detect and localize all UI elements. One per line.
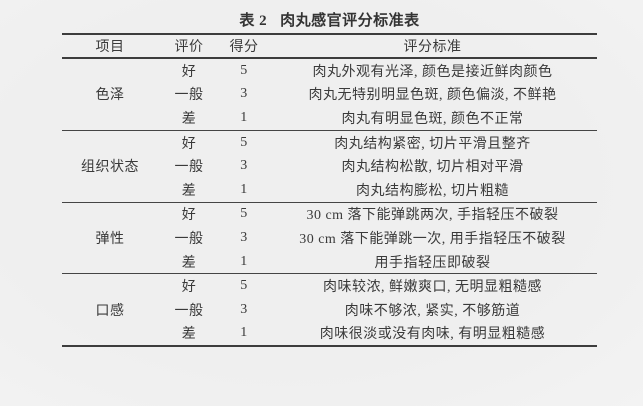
- item-cell: 弹性: [95, 231, 125, 247]
- criteria-cell: 肉丸有明显色斑, 颜色不正常: [341, 111, 524, 127]
- sensory-scoring-table: 项目 评价 得分 评分标准 色泽 好 5 肉丸外观有光泽, 颜色是接近鲜肉颜色 …: [62, 33, 597, 348]
- score-cell: 5: [240, 134, 248, 150]
- score-cell: 1: [240, 109, 248, 125]
- item-cell: 组织状态: [81, 160, 139, 176]
- grade-cell: 好: [181, 208, 197, 224]
- grade-cell: 差: [181, 255, 197, 271]
- criteria-cell: 肉丸无特别明显色斑, 颜色偏淡, 不鲜艳: [308, 88, 557, 104]
- score-cell: 5: [240, 62, 248, 78]
- score-cell: 3: [240, 229, 248, 245]
- header-item: 项目: [95, 40, 125, 55]
- grade-cell: 一般: [174, 88, 204, 104]
- criteria-cell: 30 cm 落下能弹跳一次, 用手指轻压不破裂: [299, 231, 566, 247]
- table-group-elasticity: 弹性 好 5 30 cm 落下能弹跳两次, 手指轻压不破裂 一般 3 30 cm…: [62, 201, 597, 274]
- score-cell: 1: [240, 181, 248, 197]
- table-group-structure: 组织状态 好 5 肉丸结构紧密, 切片平滑且整齐 一般 3 肉丸结构松散, 切片…: [62, 129, 597, 202]
- score-cell: 3: [240, 158, 248, 174]
- criteria-cell: 肉丸外观有光泽, 颜色是接近鲜肉颜色: [312, 64, 553, 80]
- table-header-row: 项目 评价 得分 评分标准: [62, 35, 597, 59]
- table-number: 表 2: [239, 13, 268, 29]
- grade-cell: 好: [181, 280, 197, 296]
- criteria-cell: 肉味很淡或没有肉味, 有明显粗糙感: [319, 327, 546, 343]
- table-group-mouthfeel: 口感 好 5 肉味较浓, 鲜嫩爽口, 无明显粗糙感 一般 3 肉味不够浓, 紧实…: [62, 273, 597, 345]
- score-cell: 1: [240, 325, 248, 341]
- criteria-cell: 30 cm 落下能弹跳两次, 手指轻压不破裂: [306, 208, 559, 224]
- header-criteria: 评分标准: [403, 40, 462, 55]
- grade-cell: 好: [181, 64, 197, 80]
- grade-cell: 差: [181, 327, 197, 343]
- score-cell: 5: [240, 206, 248, 222]
- item-cell: 口感: [95, 303, 125, 319]
- score-cell: 3: [240, 301, 248, 317]
- criteria-cell: 用手指轻压即破裂: [374, 255, 491, 271]
- grade-cell: 一般: [174, 231, 204, 247]
- header-score: 得分: [229, 40, 259, 55]
- criteria-cell: 肉丸结构膨松, 切片粗糙: [356, 183, 509, 199]
- score-cell: 1: [240, 253, 248, 269]
- criteria-cell: 肉丸结构紧密, 切片平滑且整齐: [334, 136, 531, 152]
- item-cell: 色泽: [95, 88, 125, 104]
- grade-cell: 好: [181, 136, 197, 152]
- table-group-color: 色泽 好 5 肉丸外观有光泽, 颜色是接近鲜肉颜色 一般 3 肉丸无特别明显色斑…: [62, 59, 597, 130]
- grade-cell: 一般: [174, 303, 204, 319]
- criteria-cell: 肉味较浓, 鲜嫩爽口, 无明显粗糙感: [323, 280, 542, 296]
- grade-cell: 一般: [174, 160, 204, 176]
- table-caption: 表 2 肉丸感官评分标准表: [62, 9, 597, 30]
- grade-cell: 差: [181, 111, 197, 127]
- score-cell: 5: [240, 278, 248, 294]
- criteria-cell: 肉味不够浓, 紧实, 不够筋道: [344, 303, 521, 319]
- grade-cell: 差: [181, 183, 197, 199]
- table-title-text: 肉丸感官评分标准表: [280, 13, 420, 29]
- score-cell: 3: [240, 86, 248, 102]
- criteria-cell: 肉丸结构松散, 切片相对平滑: [341, 160, 524, 176]
- header-grade: 评价: [174, 40, 204, 55]
